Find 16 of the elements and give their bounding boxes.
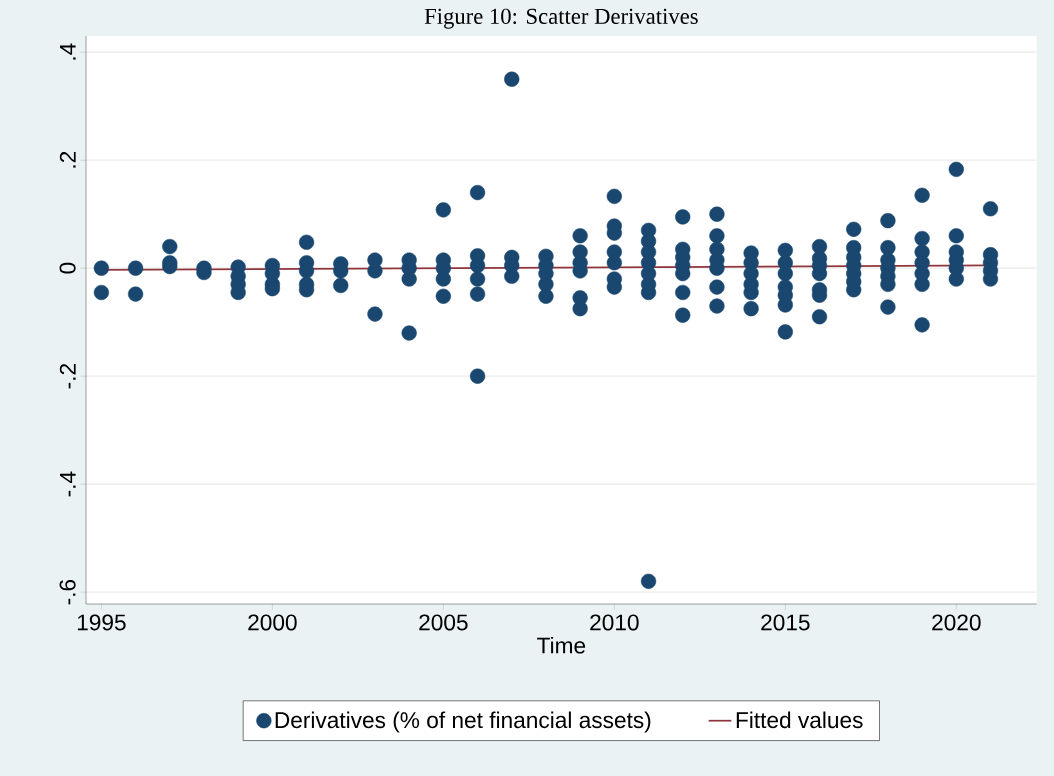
x-tick-label: 2000 <box>248 614 297 631</box>
chart-title: Figure 10: Scatter Derivatives <box>424 8 698 29</box>
x-tick-label: 2005 <box>419 614 468 631</box>
y-tick-label: .2 <box>59 151 76 168</box>
y-tick-label: .4 <box>60 43 76 60</box>
x-tick-label: 2015 <box>761 614 810 631</box>
x-tick-label: 2010 <box>590 614 639 631</box>
y-tick-label: -.2 <box>59 364 76 389</box>
legend-label: Derivatives (% of net financial assets) <box>275 711 651 733</box>
y-tick-label: 0 <box>59 262 76 274</box>
y-tick-label: -.4 <box>60 471 76 497</box>
y-tick-label: -.6 <box>59 579 76 605</box>
x-tick-label: 1995 <box>77 614 126 631</box>
legend-label: Fitted values <box>736 711 863 729</box>
x-axis-title: Time <box>537 636 586 654</box>
x-tick-label: 2020 <box>932 614 981 631</box>
